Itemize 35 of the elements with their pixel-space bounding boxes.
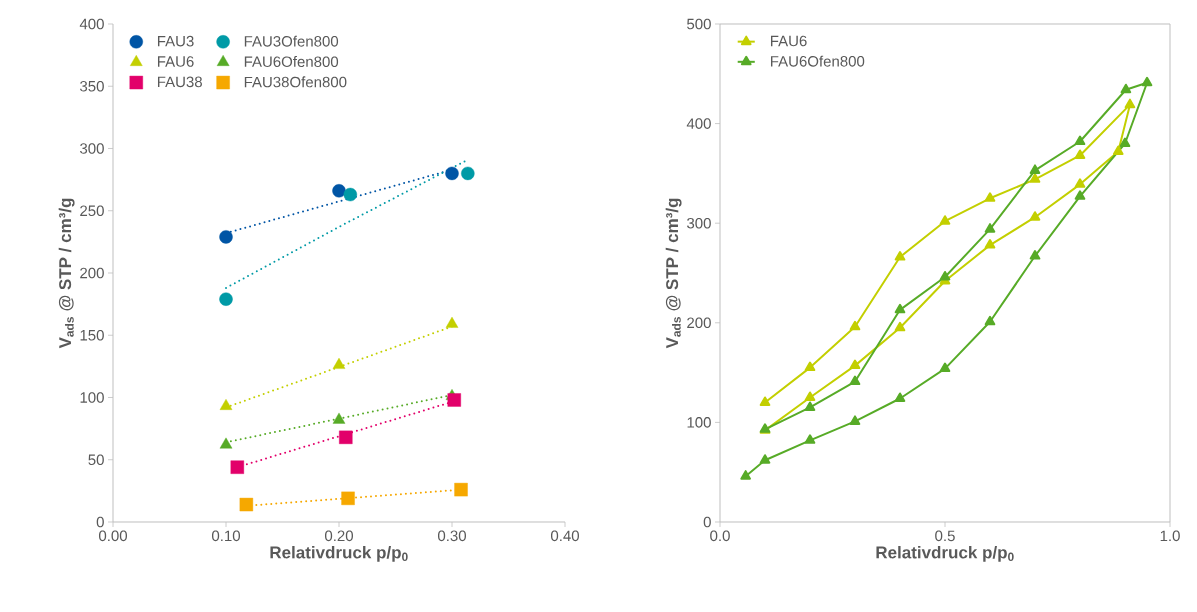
legend-label: FAU6Ofen800	[771, 55, 865, 67]
y-axis-title: V$_{ads}$ @ STP / cm³/g	[58, 198, 75, 349]
legend-label: FAU3Ofen800	[244, 35, 339, 47]
x-tick-label: 0.20	[324, 530, 354, 542]
y-tick-label: 250	[80, 205, 104, 217]
x-axis-title: Relativdruck p/p$_{0}$	[876, 546, 1014, 562]
y-tick-label: 500	[687, 18, 711, 30]
y-tick-label: 100	[80, 392, 104, 403]
legend-label: FAU6	[771, 35, 807, 47]
x-tick-label: 0.00	[98, 530, 128, 542]
y-tick-label: 300	[80, 143, 104, 154]
y-tick-label: 100	[687, 417, 711, 428]
x-tick-label: 1.0	[1160, 530, 1180, 542]
x-tick-label: 0.40	[550, 530, 579, 542]
y-tick-label: 200	[687, 317, 711, 329]
legend-label: FAU38Ofen800	[244, 76, 347, 88]
y-tick-label: 150	[80, 329, 104, 341]
y-tick-label: 50	[88, 454, 104, 466]
x-tick-label: 0.30	[437, 530, 466, 542]
y-tick-label: 350	[80, 80, 104, 92]
x-tick-label: 0.5	[935, 530, 955, 542]
y-tick-label: 0	[96, 516, 104, 528]
legend-label: FAU38	[157, 76, 202, 88]
x-tick-label: 0.10	[211, 530, 241, 542]
legend-label: FAU3	[157, 35, 194, 47]
y-tick-label: 400	[686, 118, 711, 129]
legend-label: FAU6Ofen800	[244, 56, 339, 68]
y-tick-label: 200	[80, 267, 104, 279]
x-tick-label: 0.0	[710, 530, 730, 542]
y-tick-label: 400	[79, 18, 104, 30]
legend-label: FAU6	[157, 56, 194, 67]
y-axis-title: V$_{ads}$ @ STP / cm³/g	[665, 198, 682, 349]
y-tick-label: 300	[687, 217, 711, 229]
x-axis-title: Relativdruck p/p$_{0}$	[270, 546, 408, 562]
y-tick-label: 0	[703, 516, 711, 528]
